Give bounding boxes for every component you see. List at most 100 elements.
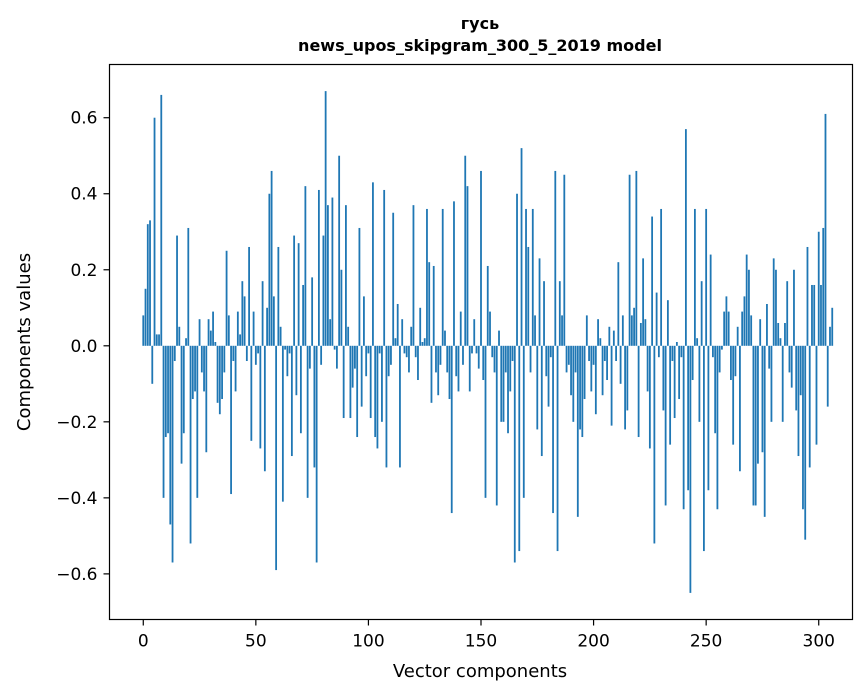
- bar: [527, 246, 530, 346]
- bar: [673, 345, 676, 419]
- bar: [545, 345, 548, 377]
- x-tick-label: 200: [577, 632, 609, 652]
- bar: [182, 345, 185, 434]
- bar: [390, 345, 392, 365]
- bar: [531, 208, 534, 346]
- bar: [441, 208, 444, 346]
- bar: [504, 345, 507, 373]
- bar: [552, 345, 554, 514]
- bar: [173, 345, 176, 362]
- bar: [484, 345, 487, 498]
- bar: [633, 307, 635, 346]
- bar: [313, 345, 316, 468]
- bar: [741, 311, 744, 346]
- bar: [200, 345, 203, 373]
- x-tick-label: 50: [245, 632, 267, 652]
- bar: [590, 345, 593, 392]
- bar: [153, 117, 156, 346]
- bar: [574, 345, 577, 373]
- bar: [306, 345, 309, 498]
- bar: [507, 345, 509, 434]
- bar: [340, 269, 343, 346]
- bar: [822, 227, 825, 346]
- bar: [455, 345, 458, 377]
- bar: [563, 174, 566, 346]
- bar: [790, 345, 793, 388]
- y-tick-label: 0.0: [70, 337, 97, 357]
- bar: [498, 330, 500, 346]
- bar: [317, 189, 320, 346]
- bar: [430, 345, 433, 403]
- plot-frame: [108, 63, 854, 621]
- bar: [243, 296, 246, 346]
- bar: [374, 345, 377, 438]
- bar: [336, 345, 338, 369]
- bar: [372, 182, 374, 346]
- bar: [459, 311, 462, 346]
- bar: [349, 345, 352, 419]
- bar: [387, 345, 390, 377]
- bar: [556, 345, 559, 552]
- bar: [565, 345, 568, 373]
- bar: [392, 212, 395, 346]
- bar: [518, 345, 521, 552]
- bar: [529, 345, 532, 373]
- bar: [597, 319, 599, 346]
- bar: [194, 345, 196, 392]
- bar: [547, 345, 550, 407]
- bar: [489, 311, 491, 346]
- bar: [320, 345, 323, 365]
- bar: [462, 345, 464, 365]
- bar: [698, 345, 701, 422]
- bar: [360, 345, 363, 407]
- bar: [376, 345, 379, 449]
- bar: [666, 300, 669, 346]
- bar: [572, 345, 575, 422]
- bar: [218, 345, 221, 415]
- chart-subtitle: news_upos_skipgram_300_5_2019 model: [298, 36, 662, 55]
- bar: [315, 345, 318, 563]
- bar: [383, 189, 386, 346]
- bar: [824, 113, 827, 346]
- bar: [401, 319, 404, 346]
- bar: [272, 296, 275, 346]
- bar: [817, 231, 820, 346]
- bar: [727, 311, 730, 346]
- bar: [331, 197, 334, 346]
- bar: [257, 345, 259, 354]
- bar: [615, 345, 617, 362]
- bar: [191, 345, 194, 400]
- bar: [189, 345, 192, 544]
- bar: [365, 345, 368, 377]
- x-tick-label: 100: [352, 632, 384, 652]
- bar: [585, 315, 588, 346]
- bar: [610, 345, 613, 426]
- y-tick-label: 0.4: [70, 185, 97, 205]
- bar: [239, 334, 241, 346]
- bar: [522, 345, 525, 498]
- bar: [646, 345, 649, 392]
- bar: [583, 345, 586, 400]
- bar: [642, 258, 645, 346]
- x-tick-label: 250: [690, 632, 722, 652]
- bar: [421, 342, 424, 346]
- bar: [561, 315, 563, 346]
- x-axis-label: Vector components: [393, 661, 567, 682]
- bar: [198, 319, 201, 346]
- bar: [367, 345, 370, 354]
- bar: [225, 250, 228, 346]
- bar: [784, 322, 786, 346]
- bar: [446, 345, 449, 373]
- bar: [525, 208, 527, 346]
- bar: [263, 345, 266, 472]
- bar: [414, 345, 417, 358]
- bar: [770, 345, 773, 422]
- bar: [259, 345, 262, 449]
- bar: [252, 311, 255, 346]
- bar: [639, 322, 642, 346]
- bar: [146, 224, 149, 346]
- bar: [482, 345, 485, 381]
- bar: [630, 315, 633, 346]
- bar: [453, 201, 455, 346]
- bar: [471, 345, 473, 354]
